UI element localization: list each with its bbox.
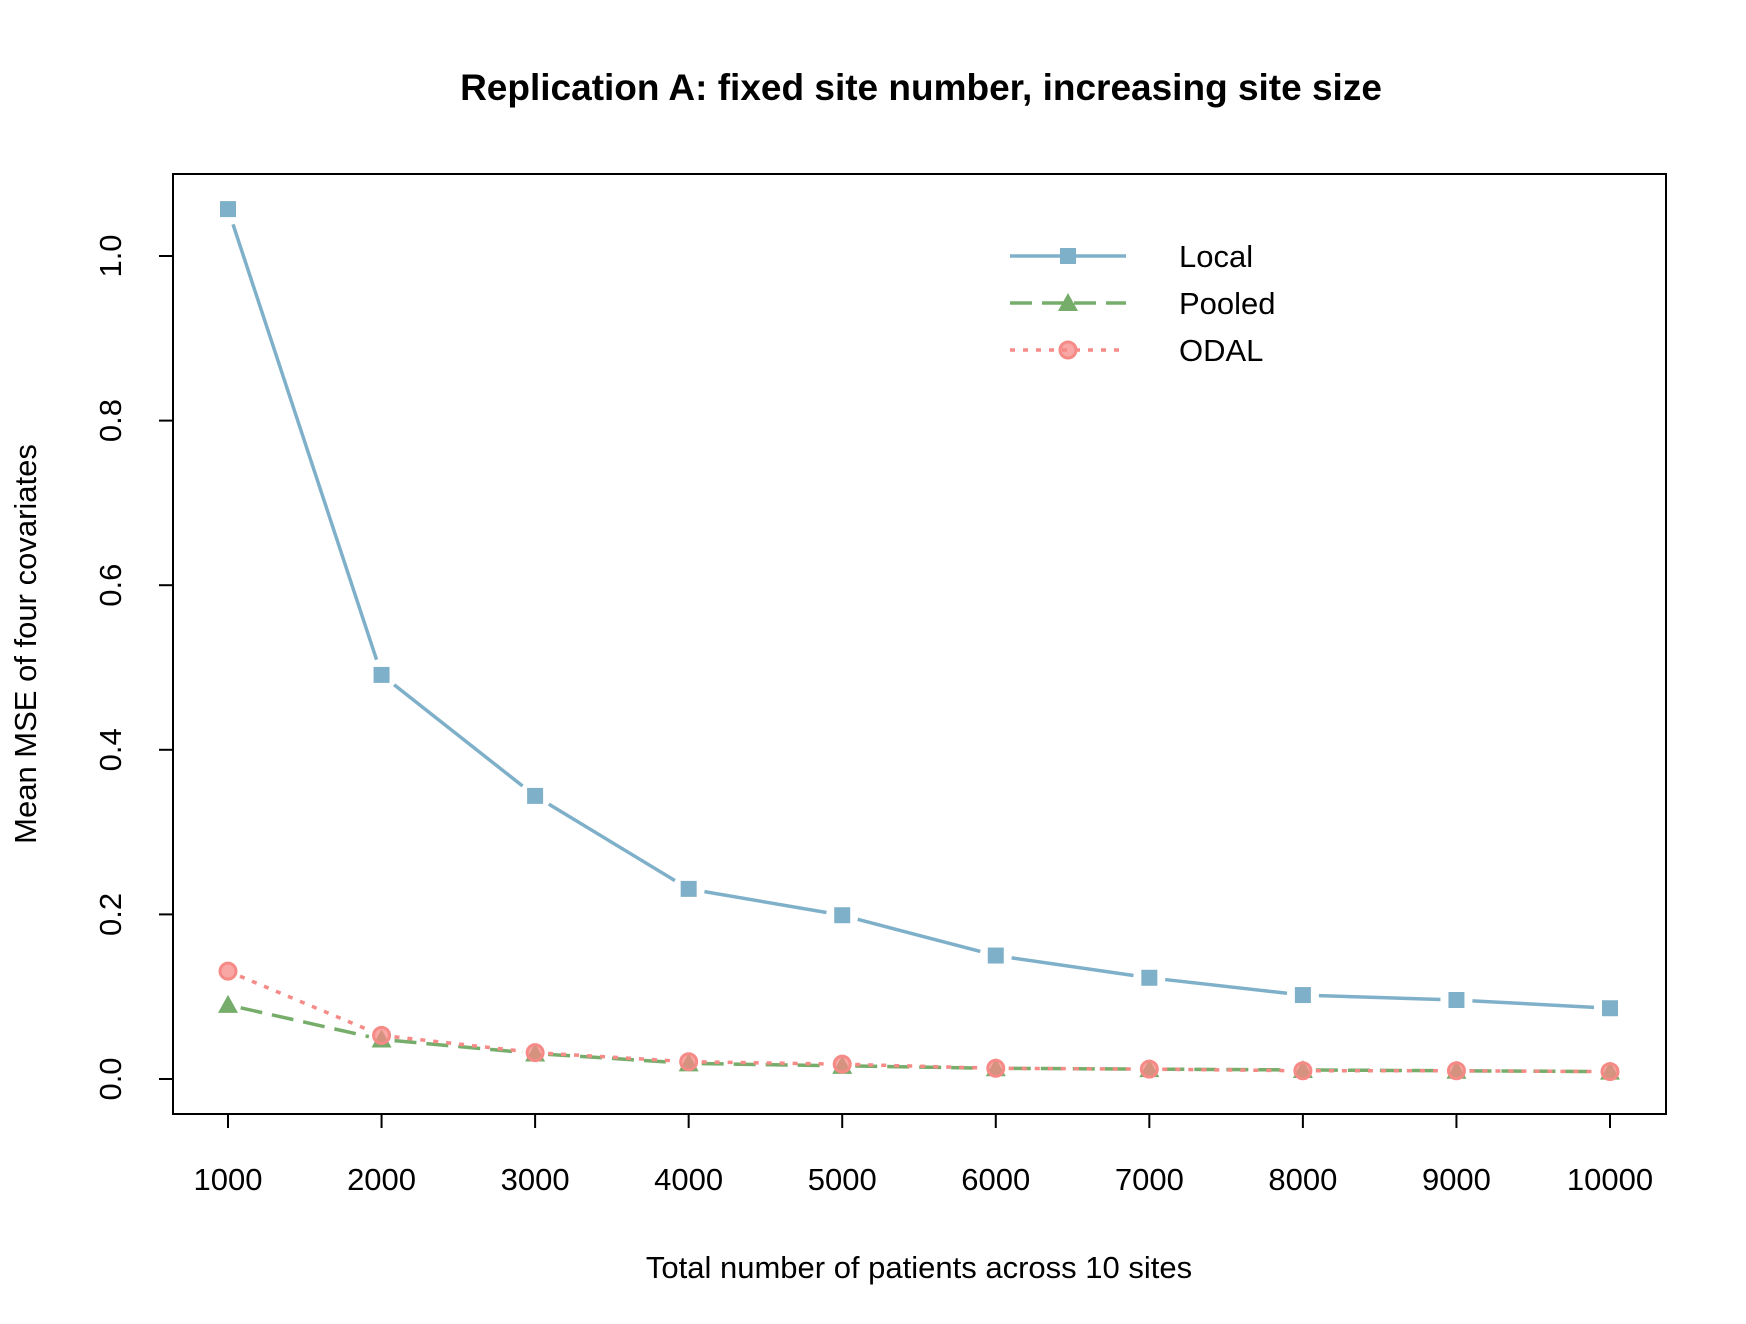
legend-label: ODAL [1179, 333, 1263, 368]
series-line-segment [547, 1051, 676, 1063]
data-point-square [1141, 969, 1158, 986]
series-line-segment [1472, 999, 1595, 1010]
data-point-circle [1446, 1061, 1466, 1081]
legend-label: Pooled [1179, 286, 1276, 321]
x-axis: 1000 2000 3000 4000 5000 6000 7000 8000 9000 1000… [194, 1113, 1653, 1197]
x-tick-label: 5000 [808, 1162, 877, 1197]
data-point-square [1294, 987, 1311, 1004]
series-line-segment [1162, 1067, 1290, 1073]
series-line-segment [231, 223, 379, 661]
data-point-triangle [218, 994, 238, 1013]
series-line-segment [1008, 1066, 1137, 1071]
series-line-segment [393, 683, 524, 788]
y-tick-label: 1.0 [93, 234, 128, 277]
legend-marker-circle [1058, 340, 1078, 360]
series-line-segment [1469, 1069, 1598, 1074]
series-line-segment [394, 1035, 523, 1053]
x-tick-label: 4000 [654, 1162, 723, 1197]
legend-marker-triangle [1058, 293, 1078, 311]
x-tick-label: 10000 [1567, 1162, 1653, 1197]
data-point-square [1602, 1000, 1618, 1017]
series-odal [218, 961, 1620, 1082]
data-point-circle [1139, 1059, 1159, 1079]
legend-marker-square [1060, 248, 1076, 264]
series-line-segment [1165, 977, 1288, 996]
x-tick-label: 8000 [1268, 1162, 1337, 1197]
series-line-segment [1011, 956, 1134, 978]
data-point-circle [832, 1054, 852, 1074]
series-line-segment [1318, 993, 1441, 1002]
data-point-square [527, 787, 544, 804]
data-point-circle [1293, 1061, 1313, 1081]
y-axis: 0.0 0.2 0.4 0.6 0.8 1.0 [93, 234, 174, 1101]
data-point-circle [372, 1025, 392, 1045]
y-tick-label: 0.6 [93, 564, 128, 607]
y-tick-label: 0.8 [93, 399, 128, 442]
data-point-circle [679, 1052, 699, 1072]
y-tick-label: 0.4 [93, 728, 128, 771]
y-axis-label: Mean MSE of four covariates [8, 444, 43, 844]
legend-item-odal: ODAL [1010, 333, 1263, 368]
series-line-segment [239, 974, 371, 1032]
data-point-square [834, 907, 851, 924]
x-tick-label: 3000 [501, 1162, 570, 1197]
series-line-segment [547, 802, 676, 883]
legend: Local Pooled ODAL [1010, 239, 1276, 368]
legend-label: Local [1179, 239, 1253, 274]
chart-title: Replication A: fixed site number, increa… [460, 67, 1382, 108]
x-tick-label: 6000 [961, 1162, 1030, 1197]
data-point-circle [1600, 1062, 1620, 1082]
series-line-segment [240, 1006, 370, 1039]
x-tick-label: 1000 [194, 1162, 263, 1197]
data-point-square [373, 666, 390, 683]
x-tick-label: 9000 [1422, 1162, 1491, 1197]
legend-item-pooled: Pooled [1010, 286, 1276, 321]
series-layer [218, 201, 1620, 1082]
data-point-square [680, 880, 697, 897]
data-point-circle [986, 1058, 1006, 1078]
series-local [220, 201, 1618, 1017]
data-point-square [987, 947, 1004, 964]
x-tick-label: 7000 [1115, 1162, 1184, 1197]
series-line-segment [704, 889, 827, 915]
series-line-segment [855, 1062, 983, 1070]
legend-item-local: Local [1010, 239, 1253, 274]
y-tick-label: 0.2 [93, 893, 128, 936]
y-tick-label: 0.0 [93, 1057, 128, 1100]
series-line-segment [857, 917, 981, 954]
series-line-segment [701, 1060, 830, 1066]
x-tick-label: 2000 [347, 1162, 416, 1197]
x-axis-label: Total number of patients across 10 sites [646, 1250, 1192, 1285]
data-point-circle [218, 961, 238, 981]
data-point-square [1448, 991, 1465, 1008]
data-point-square [220, 201, 236, 218]
data-point-circle [525, 1043, 545, 1063]
